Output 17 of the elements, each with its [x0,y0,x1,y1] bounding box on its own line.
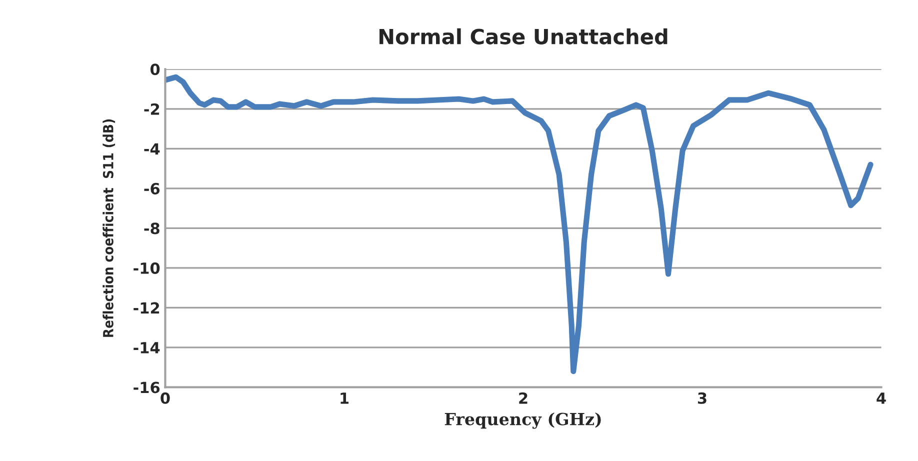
y-tick-label: -16 [134,382,160,394]
x-axis-title: Frequency (GHz) [444,412,601,429]
x-tick-label: 1 [340,392,349,404]
x-tick-label: 2 [519,392,528,404]
y-tick-label: -4 [144,143,160,154]
y-tick-label: -10 [134,262,160,274]
chart-title: Normal Case Unattached [380,28,668,44]
x-tick-label: 0 [160,392,170,404]
y-axis-title: Reflection coefficient S11 (dB) [102,119,116,337]
x-tick-label: 4 [876,392,886,404]
x-tick-label: 3 [698,392,706,404]
y-tick-label: -12 [134,302,160,314]
y-tick-label: -2 [144,103,160,115]
y-tick-label: -14 [134,342,160,354]
y-tick-label: 0 [150,64,160,76]
y-tick-label: -8 [144,222,160,234]
y-tick-label: -6 [144,182,160,194]
